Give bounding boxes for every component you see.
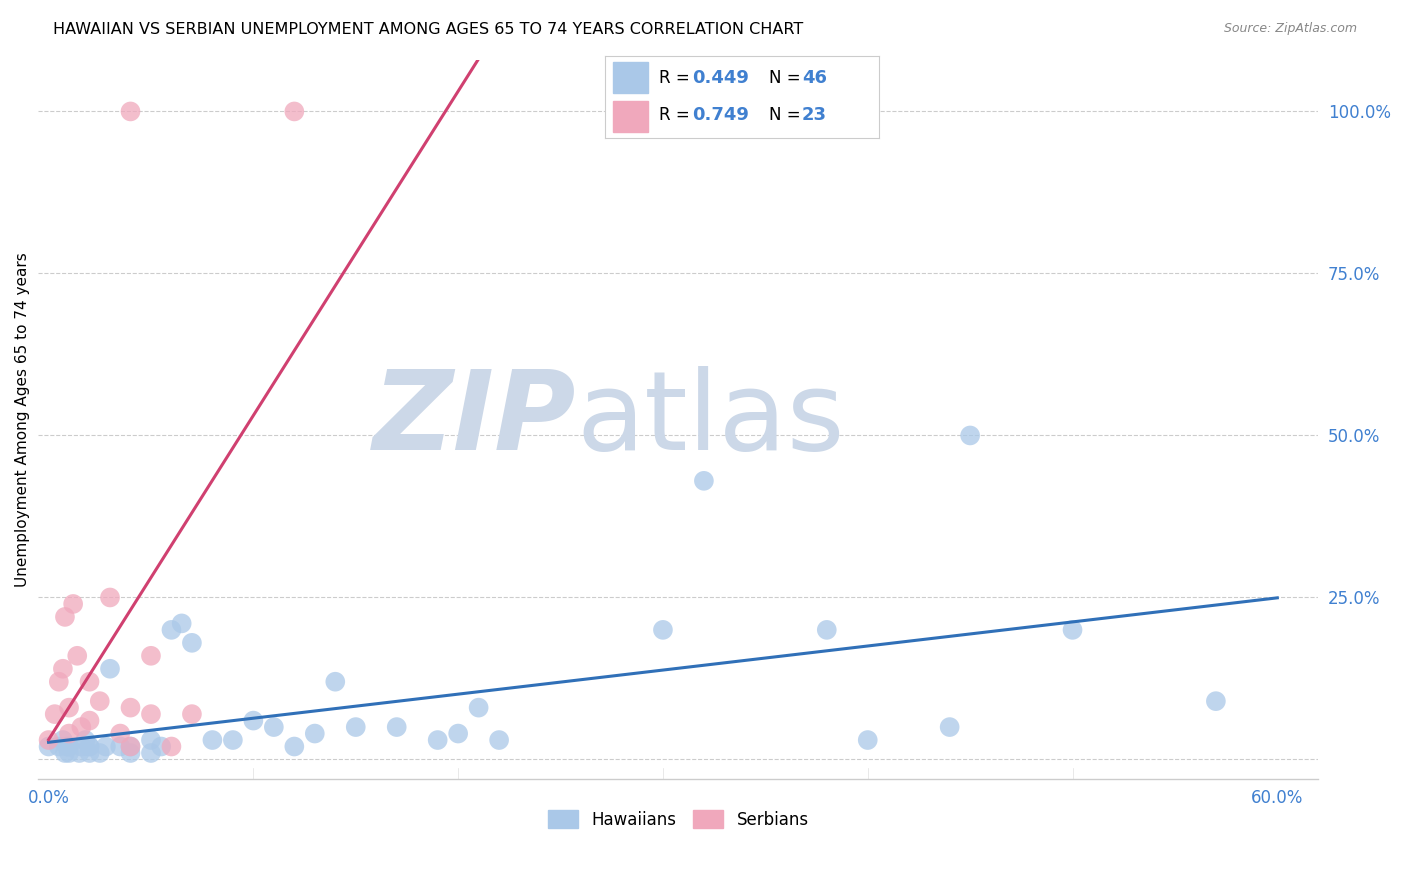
Point — [89, 694, 111, 708]
Point — [139, 746, 162, 760]
Point — [815, 623, 838, 637]
Point — [959, 428, 981, 442]
Legend: Hawaiians, Serbians: Hawaiians, Serbians — [541, 804, 815, 835]
Point — [139, 733, 162, 747]
Point — [70, 720, 93, 734]
Text: 0.749: 0.749 — [692, 106, 749, 124]
Text: atlas: atlas — [576, 366, 845, 473]
Point — [160, 623, 183, 637]
Point — [53, 746, 76, 760]
Point — [94, 739, 117, 754]
Text: N =: N = — [769, 106, 806, 124]
Text: 0.449: 0.449 — [692, 70, 749, 87]
Point — [79, 746, 101, 760]
Bar — [613, 101, 648, 132]
Point — [66, 648, 89, 663]
Point — [139, 707, 162, 722]
Point — [75, 733, 97, 747]
Point — [38, 733, 60, 747]
Point — [48, 674, 70, 689]
Point — [283, 739, 305, 754]
Point — [58, 726, 80, 740]
Point — [150, 739, 173, 754]
Point — [488, 733, 510, 747]
Point — [693, 474, 716, 488]
Point — [70, 739, 93, 754]
Point — [52, 662, 75, 676]
Point — [263, 720, 285, 734]
Point — [120, 746, 142, 760]
Text: R =: R = — [659, 106, 696, 124]
Point — [110, 739, 132, 754]
Point — [139, 648, 162, 663]
Text: N =: N = — [769, 70, 806, 87]
Point — [79, 714, 101, 728]
Text: 23: 23 — [801, 106, 827, 124]
Text: ZIP: ZIP — [373, 366, 576, 473]
Point — [110, 726, 132, 740]
Point — [201, 733, 224, 747]
Point — [323, 674, 346, 689]
Y-axis label: Unemployment Among Ages 65 to 74 years: Unemployment Among Ages 65 to 74 years — [15, 252, 30, 587]
Point — [79, 739, 101, 754]
Point — [38, 739, 60, 754]
Point — [58, 739, 80, 754]
Point — [344, 720, 367, 734]
Point — [242, 714, 264, 728]
Point — [181, 636, 204, 650]
Point — [426, 733, 449, 747]
Bar — [613, 62, 648, 93]
Point — [44, 707, 66, 722]
Point — [89, 746, 111, 760]
Point — [67, 746, 90, 760]
Text: 46: 46 — [801, 70, 827, 87]
Point — [58, 746, 80, 760]
Text: R =: R = — [659, 70, 696, 87]
Point — [120, 104, 142, 119]
Point — [467, 700, 489, 714]
Point — [98, 591, 121, 605]
Point — [181, 707, 204, 722]
Point — [170, 616, 193, 631]
Point — [79, 739, 101, 754]
Point — [53, 610, 76, 624]
Point — [120, 739, 142, 754]
Point — [120, 700, 142, 714]
Point — [48, 739, 70, 754]
Point — [222, 733, 245, 747]
Text: HAWAIIAN VS SERBIAN UNEMPLOYMENT AMONG AGES 65 TO 74 YEARS CORRELATION CHART: HAWAIIAN VS SERBIAN UNEMPLOYMENT AMONG A… — [53, 22, 804, 37]
Point — [79, 674, 101, 689]
Point — [120, 739, 142, 754]
Point — [856, 733, 879, 747]
Point — [938, 720, 960, 734]
Point — [652, 623, 675, 637]
Point — [58, 700, 80, 714]
Point — [62, 597, 84, 611]
Point — [447, 726, 470, 740]
Point — [283, 104, 305, 119]
Point — [98, 662, 121, 676]
Point — [56, 739, 79, 754]
Text: Source: ZipAtlas.com: Source: ZipAtlas.com — [1223, 22, 1357, 36]
Point — [1205, 694, 1227, 708]
Point — [160, 739, 183, 754]
Point — [304, 726, 326, 740]
Point — [52, 733, 75, 747]
Point — [1062, 623, 1084, 637]
Point — [385, 720, 408, 734]
